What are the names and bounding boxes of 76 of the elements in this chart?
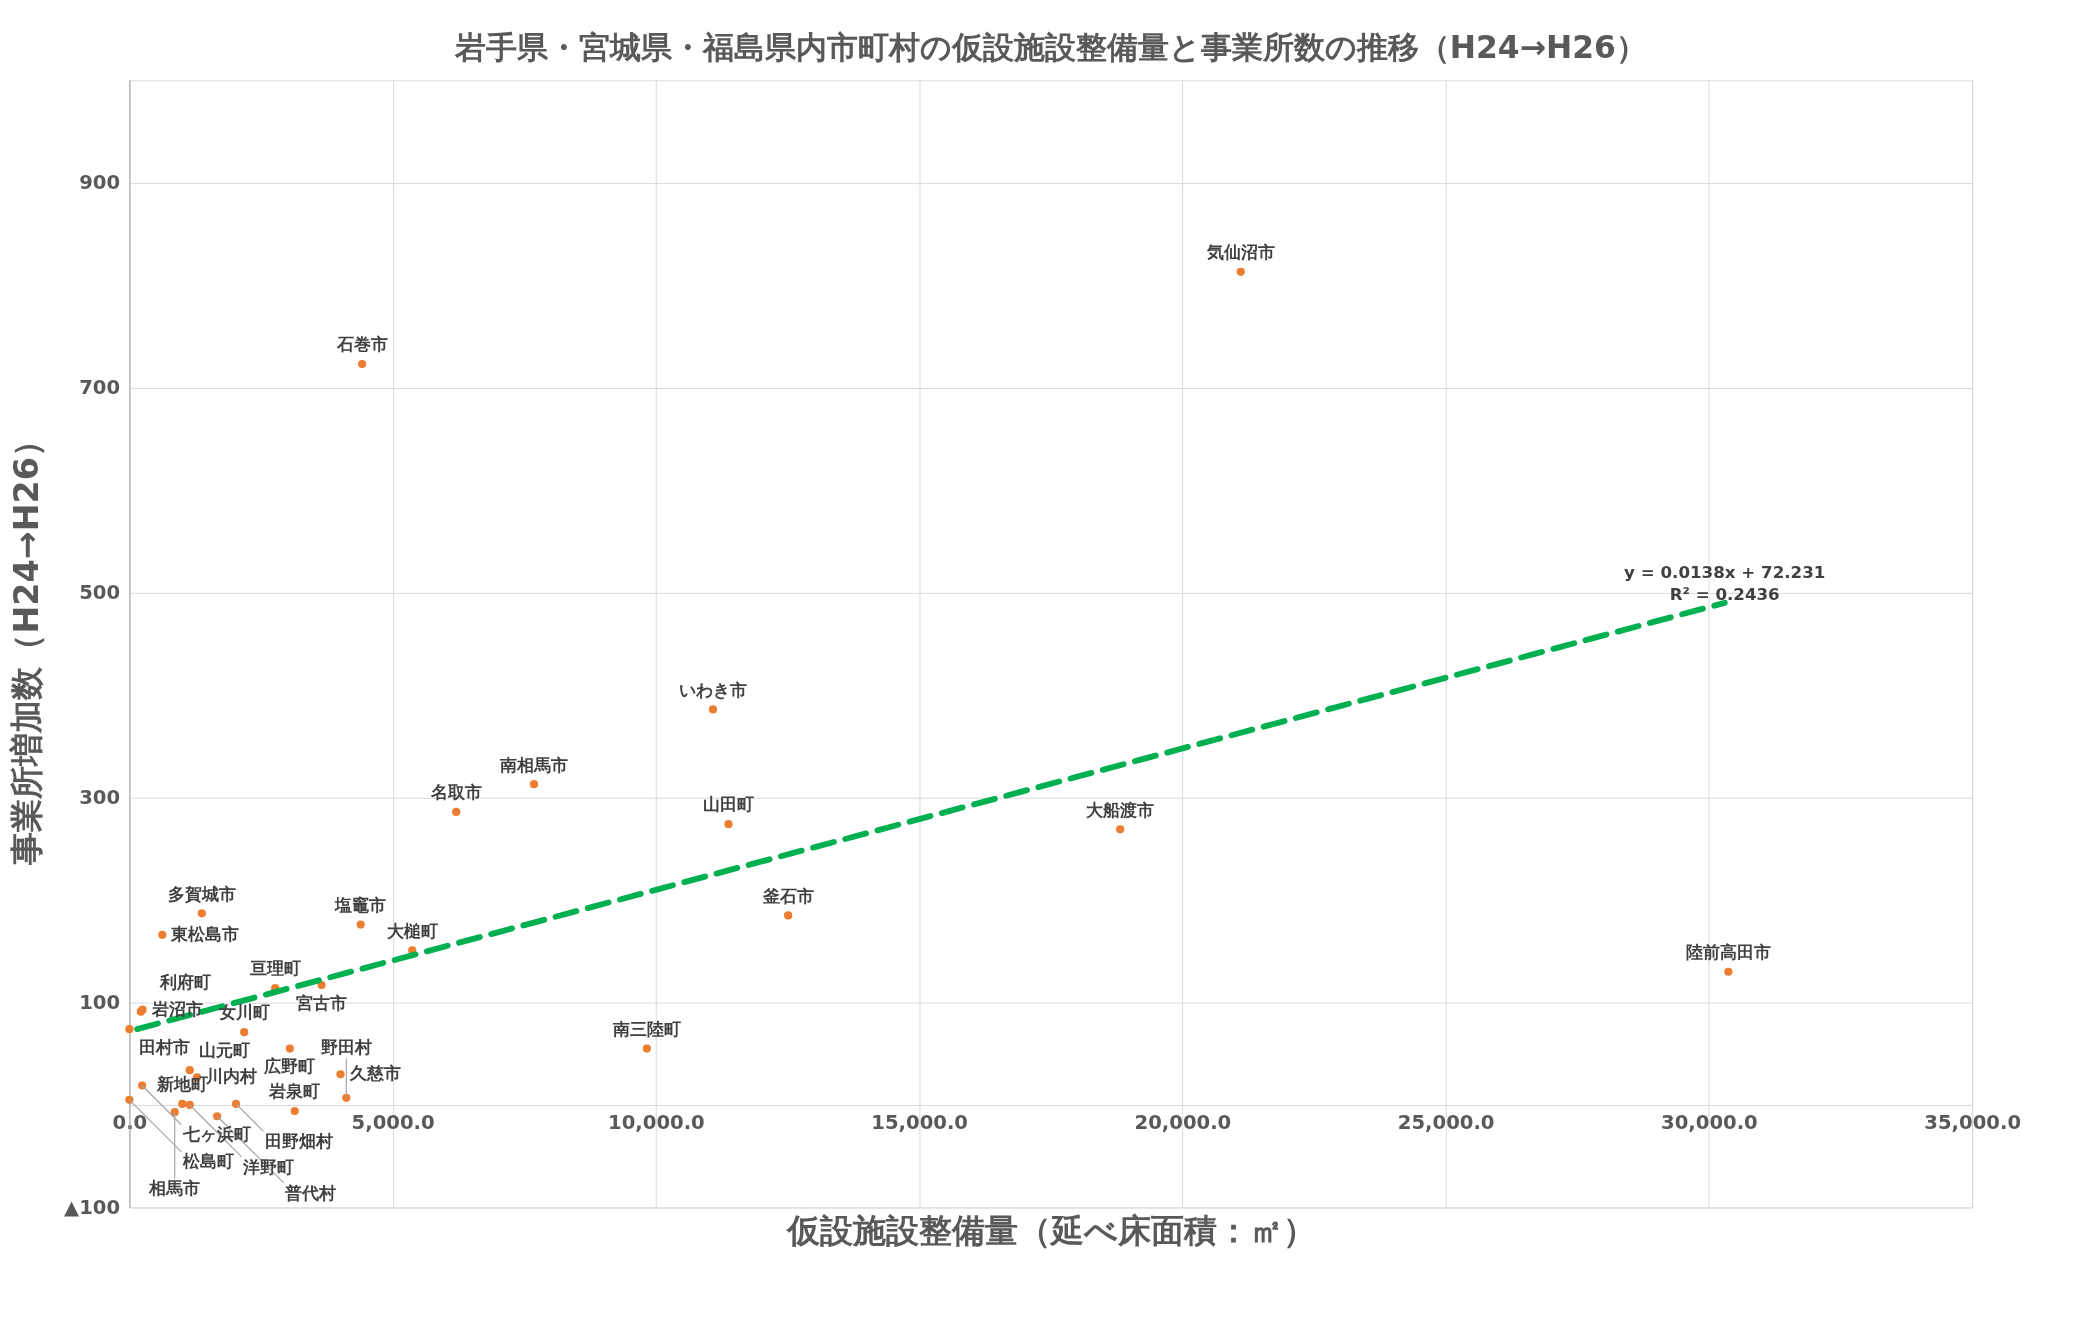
point [358, 359, 367, 369]
annotation: 川内村 [205, 1067, 258, 1087]
annotation: 南相馬市 [499, 755, 569, 775]
annotation: 塩竈市 [334, 895, 387, 915]
annotation: 宮古市 [296, 993, 348, 1013]
annotation: 広野町 [263, 1057, 316, 1077]
annotation: 陸前高田市 [1685, 943, 1771, 963]
point [356, 920, 365, 929]
annotation: 普代村 [284, 1182, 337, 1203]
point [317, 980, 326, 990]
x-tick-label: 10,000.0 [608, 1110, 705, 1134]
point [724, 820, 733, 829]
point [240, 1028, 249, 1037]
point [158, 930, 167, 939]
point [125, 1095, 134, 1104]
point [1236, 267, 1245, 276]
point [178, 1099, 187, 1109]
y-tick-label: 700 [79, 376, 121, 400]
annotation: 石巻市 [335, 335, 388, 355]
x-tick-label: 30,000.0 [1661, 1110, 1758, 1134]
annotation: 東松島市 [170, 924, 240, 944]
x-tick-label: 20,000.0 [1134, 1110, 1232, 1134]
y-tick-label: 300 [79, 785, 121, 809]
annotation: 洋野町 [242, 1157, 295, 1177]
annotation: y = 0.0138x + 72.231 R² = 0.2436 [1624, 563, 1826, 604]
annotation: 新地町 [155, 1075, 208, 1095]
annotation: 野田村 [320, 1037, 372, 1057]
annotation: 岩泉町 [268, 1082, 321, 1102]
annotation: 山元町 [199, 1041, 251, 1061]
point [231, 1099, 241, 1109]
point [290, 1107, 299, 1116]
x-tick-label: 5,000.0 [351, 1110, 435, 1134]
point [1724, 967, 1733, 976]
chart-title: 岩手県・宮城県・福島県内市町村の仮設施設整備量と事業所数の推移（H24→H26） [453, 28, 1647, 65]
annotation: 利府町 [158, 973, 211, 993]
x-tick-label: 35,000.0 [1924, 1110, 2022, 1134]
y-axis-title: 事業所増加数（H24→H26） [6, 424, 46, 866]
annotation: 相馬市 [148, 1179, 201, 1199]
annotation: 七ヶ浜町 [181, 1125, 251, 1145]
x-tick-label: 25,000.0 [1397, 1110, 1495, 1134]
point [285, 1044, 294, 1053]
point [784, 911, 793, 920]
point [642, 1044, 651, 1053]
point [452, 807, 461, 816]
annotation: 大船渡市 [1086, 800, 1155, 820]
annotation: 釜石市 [761, 886, 814, 906]
annotation: 松島町 [181, 1152, 234, 1172]
point [197, 909, 206, 918]
point [185, 1100, 194, 1110]
point [1116, 825, 1125, 834]
annotation: 久慈市 [348, 1064, 401, 1084]
annotation: 多賀城市 [167, 884, 236, 904]
point [185, 1066, 194, 1075]
annotation: 南三陸町 [611, 1019, 681, 1039]
point [125, 1025, 134, 1034]
annotation: 田村市 [138, 1037, 190, 1057]
y-tick-label: 500 [79, 580, 121, 604]
point [708, 705, 718, 714]
annotation: 女川町 [217, 1003, 270, 1023]
point [529, 780, 539, 789]
point [342, 1093, 351, 1102]
y-tick-label: 900 [79, 171, 121, 195]
annotation: 名取市 [429, 783, 482, 803]
point [336, 1070, 345, 1079]
point [170, 1108, 179, 1117]
annotation: 亘理町 [248, 959, 301, 979]
y-tick-label: 100 [79, 990, 121, 1014]
annotation: いわき市 [678, 680, 747, 700]
annotation: 大槌町 [386, 921, 438, 941]
annotation: 山田町 [703, 795, 754, 815]
y-tick-label: ▲100 [64, 1195, 121, 1219]
annotation: 田野畑村 [264, 1132, 333, 1152]
x-axis-title: 仮設施設整備量（延べ床面積：㎡） [784, 1211, 1316, 1251]
annotation: 気仙沼市 [1205, 243, 1275, 263]
x-tick-label: 15,000.0 [871, 1110, 968, 1134]
x-tick-label: 0.0 [112, 1110, 148, 1134]
